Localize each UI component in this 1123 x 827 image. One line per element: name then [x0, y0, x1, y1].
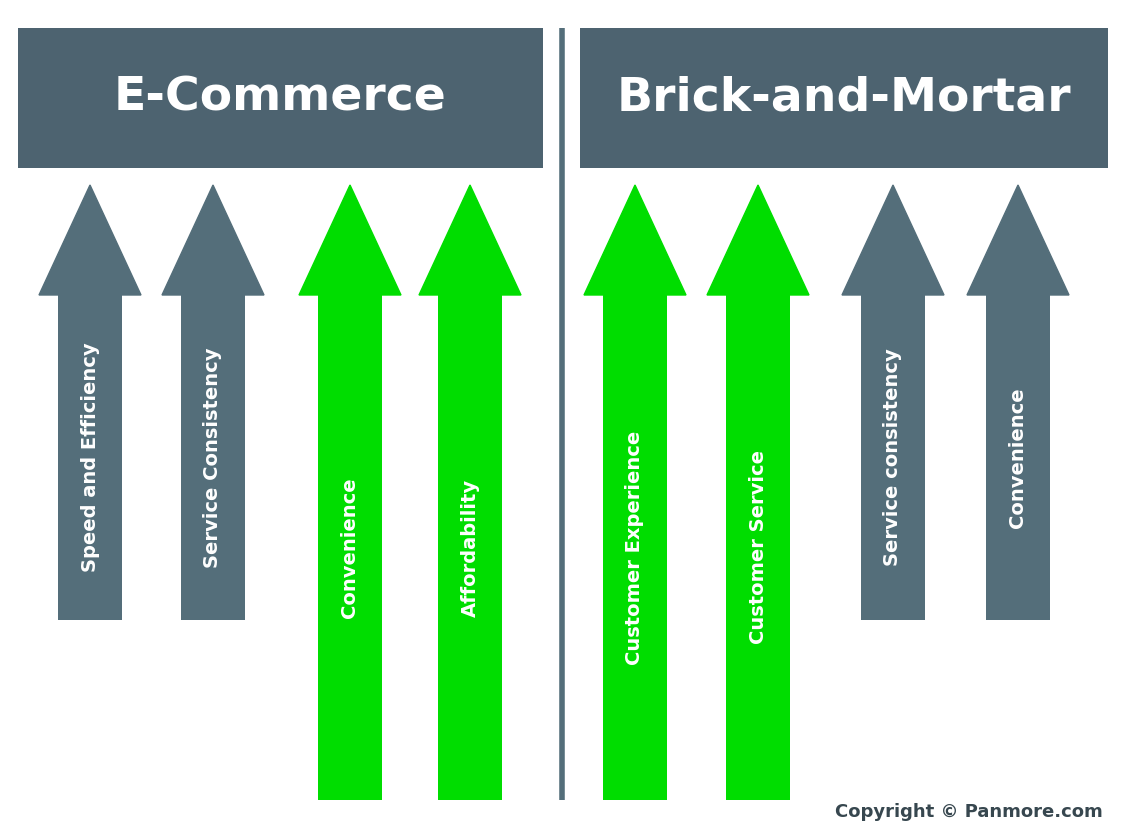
Bar [18, 28, 544, 168]
Bar [58, 295, 121, 620]
Polygon shape [162, 185, 264, 295]
Text: Customer Service: Customer Service [749, 451, 767, 644]
Bar [603, 295, 667, 800]
Bar [438, 295, 502, 800]
Text: Convenience: Convenience [1008, 387, 1028, 528]
Bar [579, 28, 1108, 168]
Text: E-Commerce: E-Commerce [115, 75, 447, 121]
Text: Copyright © Panmore.com: Copyright © Panmore.com [836, 803, 1103, 821]
Polygon shape [419, 185, 521, 295]
Text: Brick-and-Mortar: Brick-and-Mortar [617, 75, 1071, 121]
Text: Convenience: Convenience [340, 477, 359, 618]
Text: Speed and Efficiency: Speed and Efficiency [81, 342, 100, 572]
Bar [861, 295, 924, 620]
Bar [319, 295, 382, 800]
Polygon shape [39, 185, 141, 295]
Text: Customer Experience: Customer Experience [626, 430, 645, 665]
Bar [727, 295, 789, 800]
Text: Service Consistency: Service Consistency [203, 347, 222, 568]
Text: Affordability: Affordability [460, 479, 480, 617]
Polygon shape [967, 185, 1069, 295]
Polygon shape [299, 185, 401, 295]
Polygon shape [584, 185, 686, 295]
Polygon shape [842, 185, 944, 295]
Bar [182, 295, 245, 620]
Bar [986, 295, 1050, 620]
Polygon shape [707, 185, 809, 295]
Text: Service consistency: Service consistency [884, 349, 903, 566]
